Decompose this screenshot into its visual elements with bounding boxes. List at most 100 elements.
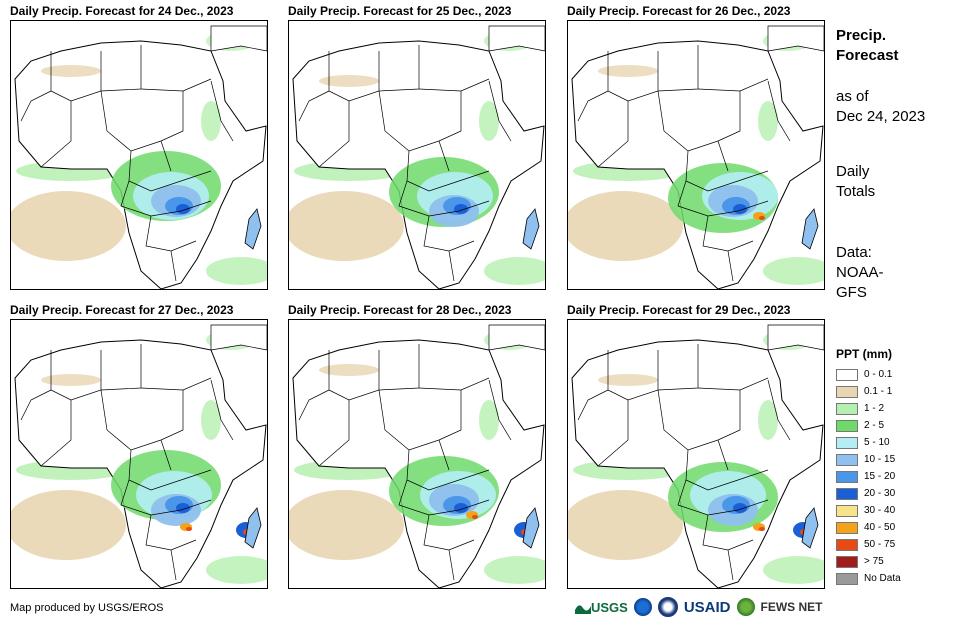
panel-title: Daily Precip. Forecast for 24 Dec., 2023: [10, 4, 234, 18]
ocean-precip-area: [206, 556, 267, 584]
country-border: [727, 250, 734, 282]
precip-area: [758, 101, 778, 141]
as-of-date: Dec 24, 2023: [836, 108, 926, 125]
country-border: [160, 140, 172, 172]
country-border: [577, 389, 609, 421]
madagascar-outline: [801, 507, 819, 549]
ocean-precip-area: [484, 556, 545, 584]
country-border: [210, 80, 234, 142]
country-border: [767, 80, 791, 142]
legend-label: 15 - 20: [864, 471, 896, 482]
country-border: [128, 449, 212, 491]
map-panel-6: Daily Precip. Forecast for 29 Dec., 2023: [567, 303, 825, 589]
legend-swatch: [836, 386, 858, 398]
legend-swatch: [836, 573, 858, 585]
usgs-wave-icon: [575, 604, 591, 614]
country-border: [406, 449, 490, 491]
precip-area: [479, 400, 499, 440]
country-border: [438, 439, 450, 471]
country-border: [406, 150, 490, 192]
country-border: [717, 140, 729, 172]
country-border: [318, 101, 350, 168]
as-of-label: as of: [836, 88, 869, 105]
legend-swatch: [836, 369, 858, 381]
legend-label: 1 - 2: [864, 403, 885, 414]
side-title: Precip. Forecast: [836, 26, 899, 66]
country-border: [40, 400, 72, 467]
side-title-line: Forecast: [836, 47, 899, 64]
country-border: [702, 215, 754, 252]
legend-label: 10 - 15: [864, 454, 896, 465]
legend-swatch: [836, 437, 858, 449]
map-artwork: [289, 25, 545, 289]
ocean-precip-area: [763, 257, 824, 285]
country-border: [423, 215, 475, 252]
map-panel-5: Daily Precip. Forecast for 28 Dec., 2023: [288, 303, 546, 589]
madagascar-outline: [244, 507, 262, 549]
panel-title: Daily Precip. Forecast for 28 Dec., 2023: [288, 303, 512, 317]
ocean-precip-area: [11, 191, 126, 261]
arabia-outline: [488, 25, 545, 52]
desert-light-precip: [319, 364, 379, 376]
map-panel-2: Daily Precip. Forecast for 25 Dec., 2023: [288, 4, 546, 290]
ocean-precip-area: [11, 490, 126, 560]
arabia-outline: [767, 25, 824, 52]
desert-light-precip: [319, 75, 379, 87]
arabia-outline: [210, 324, 267, 351]
map-artwork: [568, 25, 824, 289]
desert-light-precip: [41, 65, 101, 77]
heavy-precip-area: [472, 515, 478, 519]
country-border: [318, 400, 350, 467]
country-border: [488, 80, 512, 142]
country-border: [685, 449, 769, 491]
data-source-line: NOAA-: [836, 264, 884, 281]
country-border: [657, 90, 741, 152]
legend-swatch: [836, 488, 858, 500]
legend-label: 50 - 75: [864, 539, 896, 550]
country-border: [438, 140, 450, 172]
map-panel-1: Daily Precip. Forecast for 24 Dec., 2023: [10, 4, 268, 290]
country-border: [727, 549, 734, 581]
heavy-precip-area: [759, 216, 765, 220]
data-source-line: GFS: [836, 284, 867, 301]
country-border: [488, 379, 512, 441]
ocean-precip-area: [289, 490, 404, 560]
totals-label: Totals: [836, 183, 876, 200]
fews-net-label: FEWS NET: [760, 600, 823, 614]
legend-label: > 75: [864, 556, 884, 567]
country-border: [298, 90, 330, 122]
country-border: [767, 379, 791, 441]
legend-label: 30 - 40: [864, 505, 896, 516]
country-border: [597, 101, 629, 168]
precip-area: [201, 400, 221, 440]
usaid-label: USAID: [683, 598, 731, 616]
legend-title: PPT (mm): [836, 347, 893, 361]
agency-logos: USGS USAID FEWS NET: [575, 596, 823, 618]
legend-swatch: [836, 505, 858, 517]
country-border: [423, 514, 475, 551]
daily-label: Daily: [836, 163, 870, 180]
panel-title: Daily Precip. Forecast for 25 Dec., 2023: [288, 4, 512, 18]
map-panel-3: Daily Precip. Forecast for 26 Dec., 2023: [567, 4, 825, 290]
country-border: [577, 90, 609, 122]
legend-swatch: [836, 539, 858, 551]
ocean-precip-area: [484, 257, 545, 285]
side-title-line: Precip.: [836, 27, 887, 44]
ocean-precip-area: [289, 191, 404, 261]
panel-title: Daily Precip. Forecast for 26 Dec., 2023: [567, 4, 791, 18]
map-artwork: [11, 324, 267, 588]
forecast-map: [567, 20, 825, 290]
daily-totals-block: Daily Totals: [836, 162, 875, 202]
precip-area: [479, 101, 499, 141]
country-border: [448, 549, 455, 581]
country-border: [100, 90, 184, 152]
country-border: [702, 514, 754, 551]
arabia-outline: [210, 25, 267, 52]
desert-light-precip: [41, 374, 101, 386]
country-border: [20, 389, 52, 421]
country-border: [685, 150, 769, 192]
country-border: [145, 514, 197, 551]
country-border: [448, 250, 455, 282]
legend-label: 0 - 0.1: [864, 369, 893, 380]
ocean-precip-area: [763, 556, 824, 584]
